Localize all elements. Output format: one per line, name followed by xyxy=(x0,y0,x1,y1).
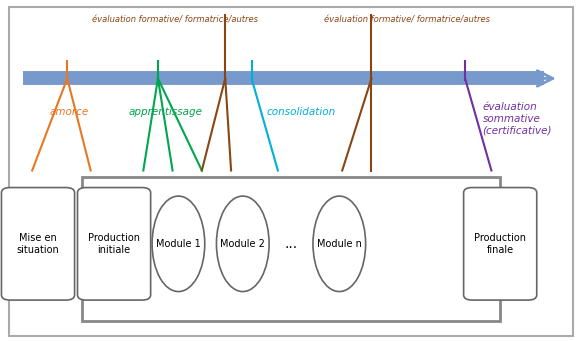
Text: Production
finale: Production finale xyxy=(474,233,526,255)
Text: Mise en
situation: Mise en situation xyxy=(16,233,60,255)
Text: évaluation
sommative
(certificative): évaluation sommative (certificative) xyxy=(483,102,552,135)
Text: apprentissage: apprentissage xyxy=(129,107,202,117)
Text: Module 1: Module 1 xyxy=(156,239,201,249)
Ellipse shape xyxy=(313,196,366,292)
Text: Module 2: Module 2 xyxy=(221,239,265,249)
Text: consolidation: consolidation xyxy=(266,107,335,117)
Text: Module n: Module n xyxy=(317,239,362,249)
Text: ...: ... xyxy=(284,237,297,251)
Text: amorce: amorce xyxy=(50,107,89,117)
FancyBboxPatch shape xyxy=(77,188,151,300)
Ellipse shape xyxy=(152,196,205,292)
Ellipse shape xyxy=(216,196,269,292)
Text: Production
initiale: Production initiale xyxy=(88,233,140,255)
FancyBboxPatch shape xyxy=(2,188,75,300)
Bar xyxy=(82,177,500,321)
Text: évaluation formative/ formatrice/autres: évaluation formative/ formatrice/autres xyxy=(324,15,490,24)
FancyBboxPatch shape xyxy=(463,188,536,300)
Text: évaluation formative/ formatrice/autres: évaluation formative/ formatrice/autres xyxy=(92,15,259,24)
